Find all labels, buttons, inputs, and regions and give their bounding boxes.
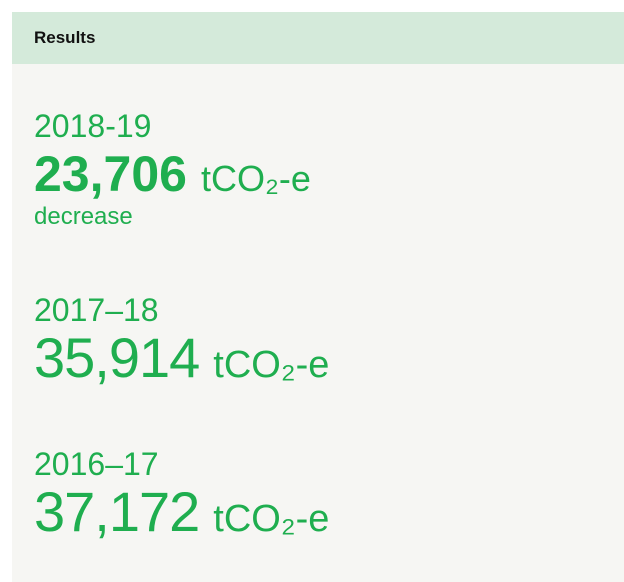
header-title: Results bbox=[34, 28, 96, 47]
result-item: 2018-19 23,706 tCO₂-e decrease bbox=[34, 108, 311, 230]
unit: tCO₂-e bbox=[213, 344, 330, 386]
value: 23,706 bbox=[34, 146, 187, 202]
year: 2017–18 bbox=[34, 292, 159, 328]
value-row: 37,172 tCO₂-e bbox=[34, 482, 329, 542]
result-item: 2016–17 37,172 tCO₂-e bbox=[34, 446, 329, 542]
value-row: 35,914 tCO₂-e bbox=[34, 328, 329, 388]
results-panel: Results 2018-19 23,706 tCO₂-e decrease 20… bbox=[12, 12, 624, 582]
value: 35,914 bbox=[34, 326, 200, 389]
year: 2016–17 bbox=[34, 446, 159, 482]
unit: tCO₂-e bbox=[213, 498, 330, 540]
result-item: 2017–18 35,914 tCO₂-e bbox=[34, 292, 329, 388]
value: 37,172 bbox=[34, 480, 200, 543]
note: decrease bbox=[34, 203, 133, 230]
value-row: 23,706 tCO₂-e bbox=[34, 144, 311, 204]
unit: tCO₂-e bbox=[200, 158, 311, 199]
header-bar: Results bbox=[12, 12, 624, 64]
year: 2018-19 bbox=[34, 108, 152, 144]
